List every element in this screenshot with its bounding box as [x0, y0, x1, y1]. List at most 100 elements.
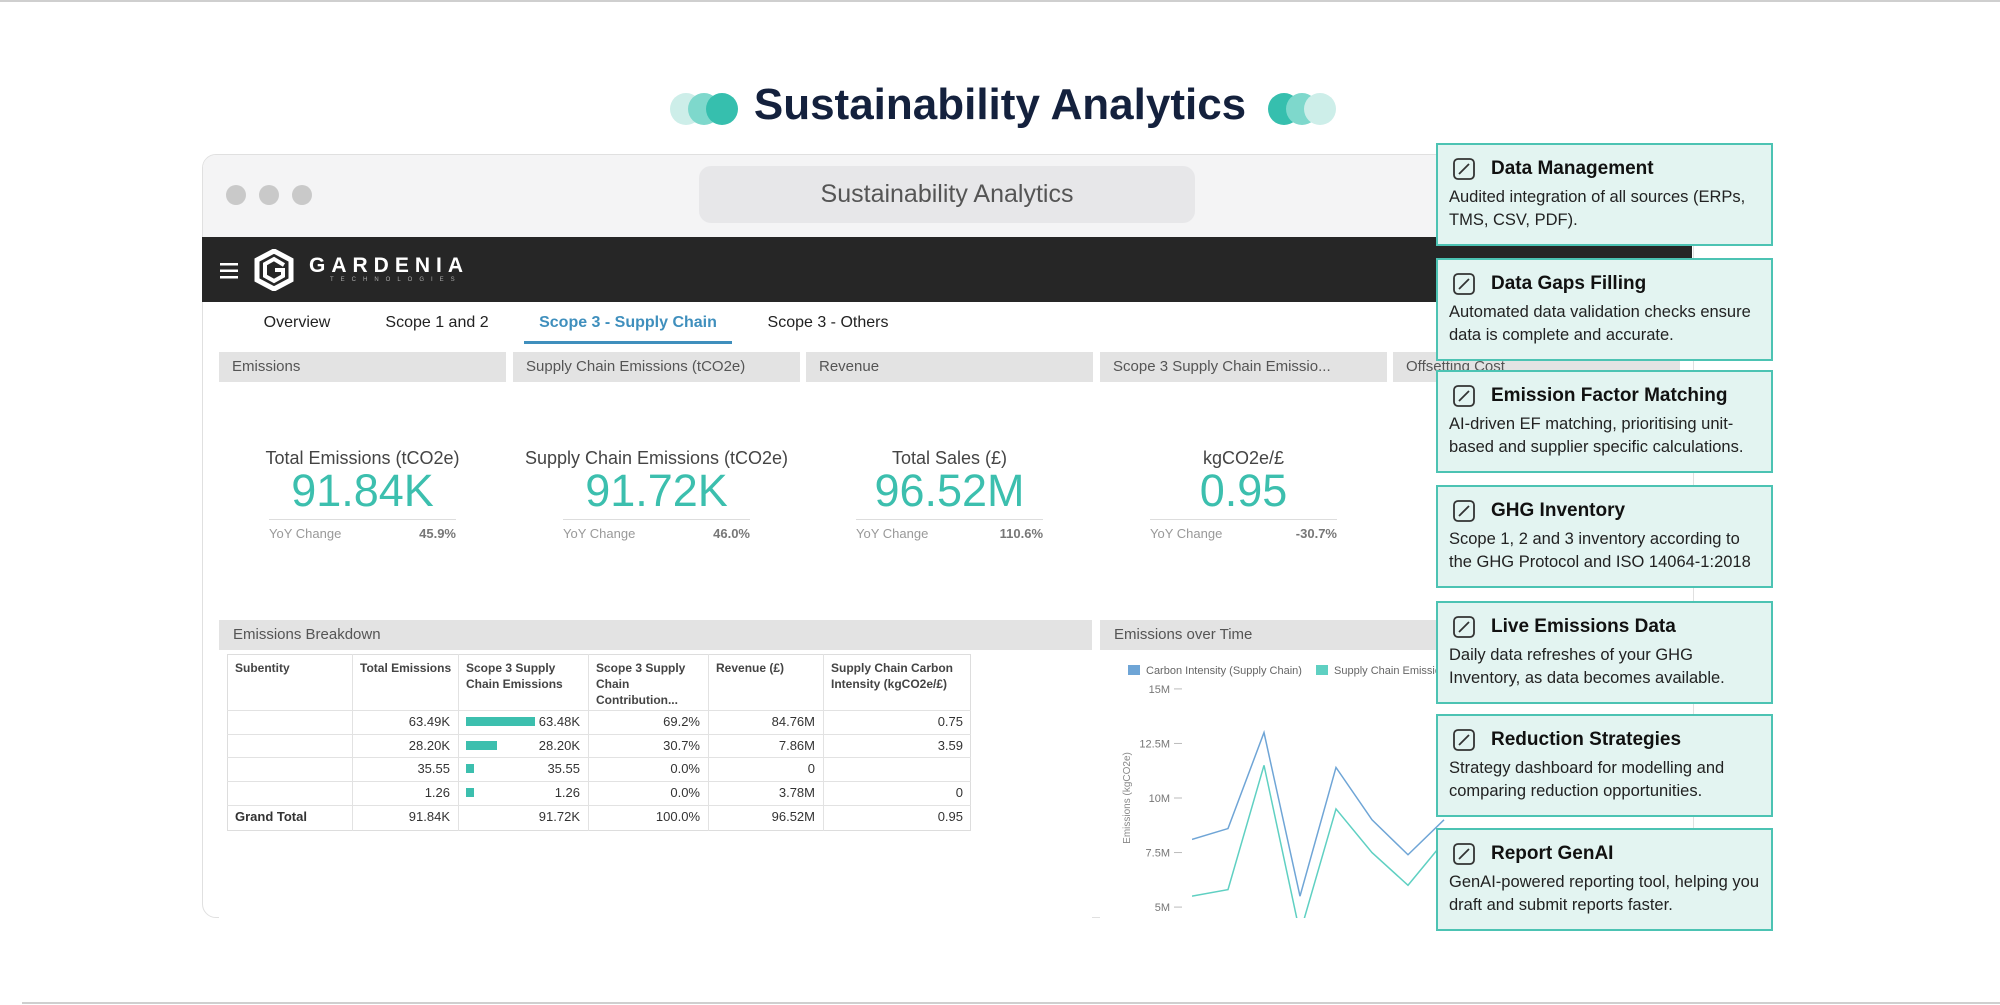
kpi-label: Total Emissions (tCO2e) [265, 448, 460, 468]
table-cell: 0.0% [670, 761, 700, 776]
kpi-divider [856, 519, 1043, 520]
feature-card [1436, 828, 1773, 931]
kpi-change: 46.0% [713, 526, 750, 541]
feature-card [1436, 143, 1773, 246]
table-cell: 91.72K [538, 809, 580, 824]
feature-title: GHG Inventory [1491, 500, 1626, 521]
column-divider [708, 654, 709, 831]
feature-text: Daily data refreshes of your GHG Invento… [1449, 646, 1725, 687]
table-cell: 91.84K [408, 809, 450, 824]
feature-text: GenAI-powered reporting tool, helping yo… [1449, 873, 1760, 914]
line-series [1192, 729, 1445, 897]
kpi-change: -30.7% [1295, 526, 1337, 541]
feature-title: Reduction Strategies [1491, 729, 1682, 750]
y-tick-label: 12.5M [1139, 738, 1170, 750]
y-axis-label: Emissions (kgCO2e) [1122, 752, 1133, 844]
address-bar: Sustainability Analytics [699, 166, 1195, 223]
feature-icon [1453, 500, 1475, 522]
tab-underline [524, 341, 732, 344]
table-cell: Grand Total [235, 809, 307, 824]
kpi-change-label: YoY Change [269, 526, 342, 541]
logo-mark [254, 249, 294, 291]
breakdown-panel: Emissions Breakdown [219, 620, 1092, 920]
kpi-header: Revenue [806, 352, 1093, 382]
kpi-label: Total Sales (£) [891, 448, 1008, 468]
table-cell: 28.20K [538, 738, 580, 753]
y-tick-label: 5M [1155, 902, 1170, 914]
menu-icon[interactable] [220, 262, 240, 280]
feature-card [1436, 258, 1773, 361]
table-cell: 28.20K [408, 738, 450, 753]
kpi-header: Scope 3 Supply Chain Emissio... [1100, 352, 1387, 382]
row-divider [227, 781, 971, 782]
table-cell: 3.78M [778, 785, 815, 800]
kpi-value: 91.84K [291, 465, 434, 516]
kpi-value: 96.52M [874, 465, 1025, 516]
panel-header: Emissions Breakdown [219, 620, 1092, 650]
feature-icon [1453, 729, 1475, 751]
tab[interactable]: Overview [263, 314, 331, 331]
kpi-change: 45.9% [419, 526, 456, 541]
feature-icon [1453, 273, 1475, 295]
row-divider [227, 805, 971, 806]
table-cell: 96.52M [771, 809, 815, 824]
table-frame [227, 654, 971, 831]
top-rule [0, 0, 2000, 2]
column-header: Scope 3 Supply Chain Emissions [466, 661, 563, 691]
row-divider [227, 710, 971, 711]
tab[interactable]: Scope 3 - Supply Chain [539, 314, 717, 331]
column-divider [823, 654, 824, 831]
line-chart: 15M 12.5M 10M 7.5M 5M Emissions (kgCO2e) Carbo… [1122, 665, 1453, 918]
tab[interactable]: Scope 3 - Others [767, 314, 889, 331]
kpi-header: Supply Chain Emissions (tCO2e) [513, 352, 800, 382]
table-bar [466, 788, 474, 797]
feature-text: Scope 1, 2 and 3 inventory according to … [1449, 530, 1751, 571]
table-cell: 0 [955, 785, 963, 800]
kpi-divider [269, 519, 456, 520]
table-cell: 0 [807, 761, 815, 776]
table-bar [466, 741, 497, 750]
column-divider [352, 654, 353, 831]
y-tick-label: 7.5M [1146, 848, 1170, 860]
kpi-card [513, 352, 800, 612]
table-cell: 84.76M [771, 714, 815, 729]
feature-icon [1453, 616, 1475, 638]
tab[interactable]: Scope 1 and 2 [385, 314, 489, 331]
feature-title: Data Management [1491, 158, 1654, 179]
table-cell: 0.75 [937, 714, 963, 729]
feature-card [1436, 714, 1773, 817]
column-header: Revenue (£) [716, 661, 785, 675]
legend-swatch [1316, 665, 1328, 675]
table-cell: 0.95 [937, 809, 963, 824]
table-cell: 63.49K [408, 714, 450, 729]
kpi-divider [563, 519, 750, 520]
feature-title: Emission Factor Matching [1491, 385, 1728, 406]
feature-card [1436, 370, 1773, 473]
column-header: Total Emissions [360, 661, 452, 675]
kpi-value: 91.72K [585, 465, 728, 516]
column-divider [458, 654, 459, 831]
kpi-card [1100, 352, 1387, 612]
feature-text: AI-driven EF matching, prioritising unit… [1449, 415, 1744, 456]
feature-text: Strategy dashboard for modelling and com… [1449, 759, 1725, 800]
feature-icon [1453, 158, 1475, 180]
feature-text: Automated data validation checks ensure … [1449, 303, 1751, 344]
column-header: Supply Chain Carbon Intensity (kgCO2e/£) [831, 661, 954, 691]
feature-card [1436, 601, 1773, 704]
legend-label: Carbon Intensity (Supply Chain) [1146, 665, 1302, 677]
legend-swatch [1128, 665, 1140, 675]
column-divider [588, 654, 589, 831]
table-bar [466, 717, 536, 726]
kpi-change-label: YoY Change [563, 526, 636, 541]
feature-title: Live Emissions Data [1491, 616, 1676, 637]
kpi-divider [1150, 519, 1337, 520]
table-cell: 100.0% [655, 809, 700, 824]
table-cell: 35.55 [417, 761, 450, 776]
kpi-change: 110.6% [999, 526, 1043, 541]
table-cell: 69.2% [663, 714, 700, 729]
table-cell: 3.59 [937, 738, 963, 753]
kpi-label: kgCO2e/£ [1202, 448, 1285, 468]
y-tick-label: 10M [1149, 793, 1170, 805]
feature-icon [1453, 385, 1475, 407]
